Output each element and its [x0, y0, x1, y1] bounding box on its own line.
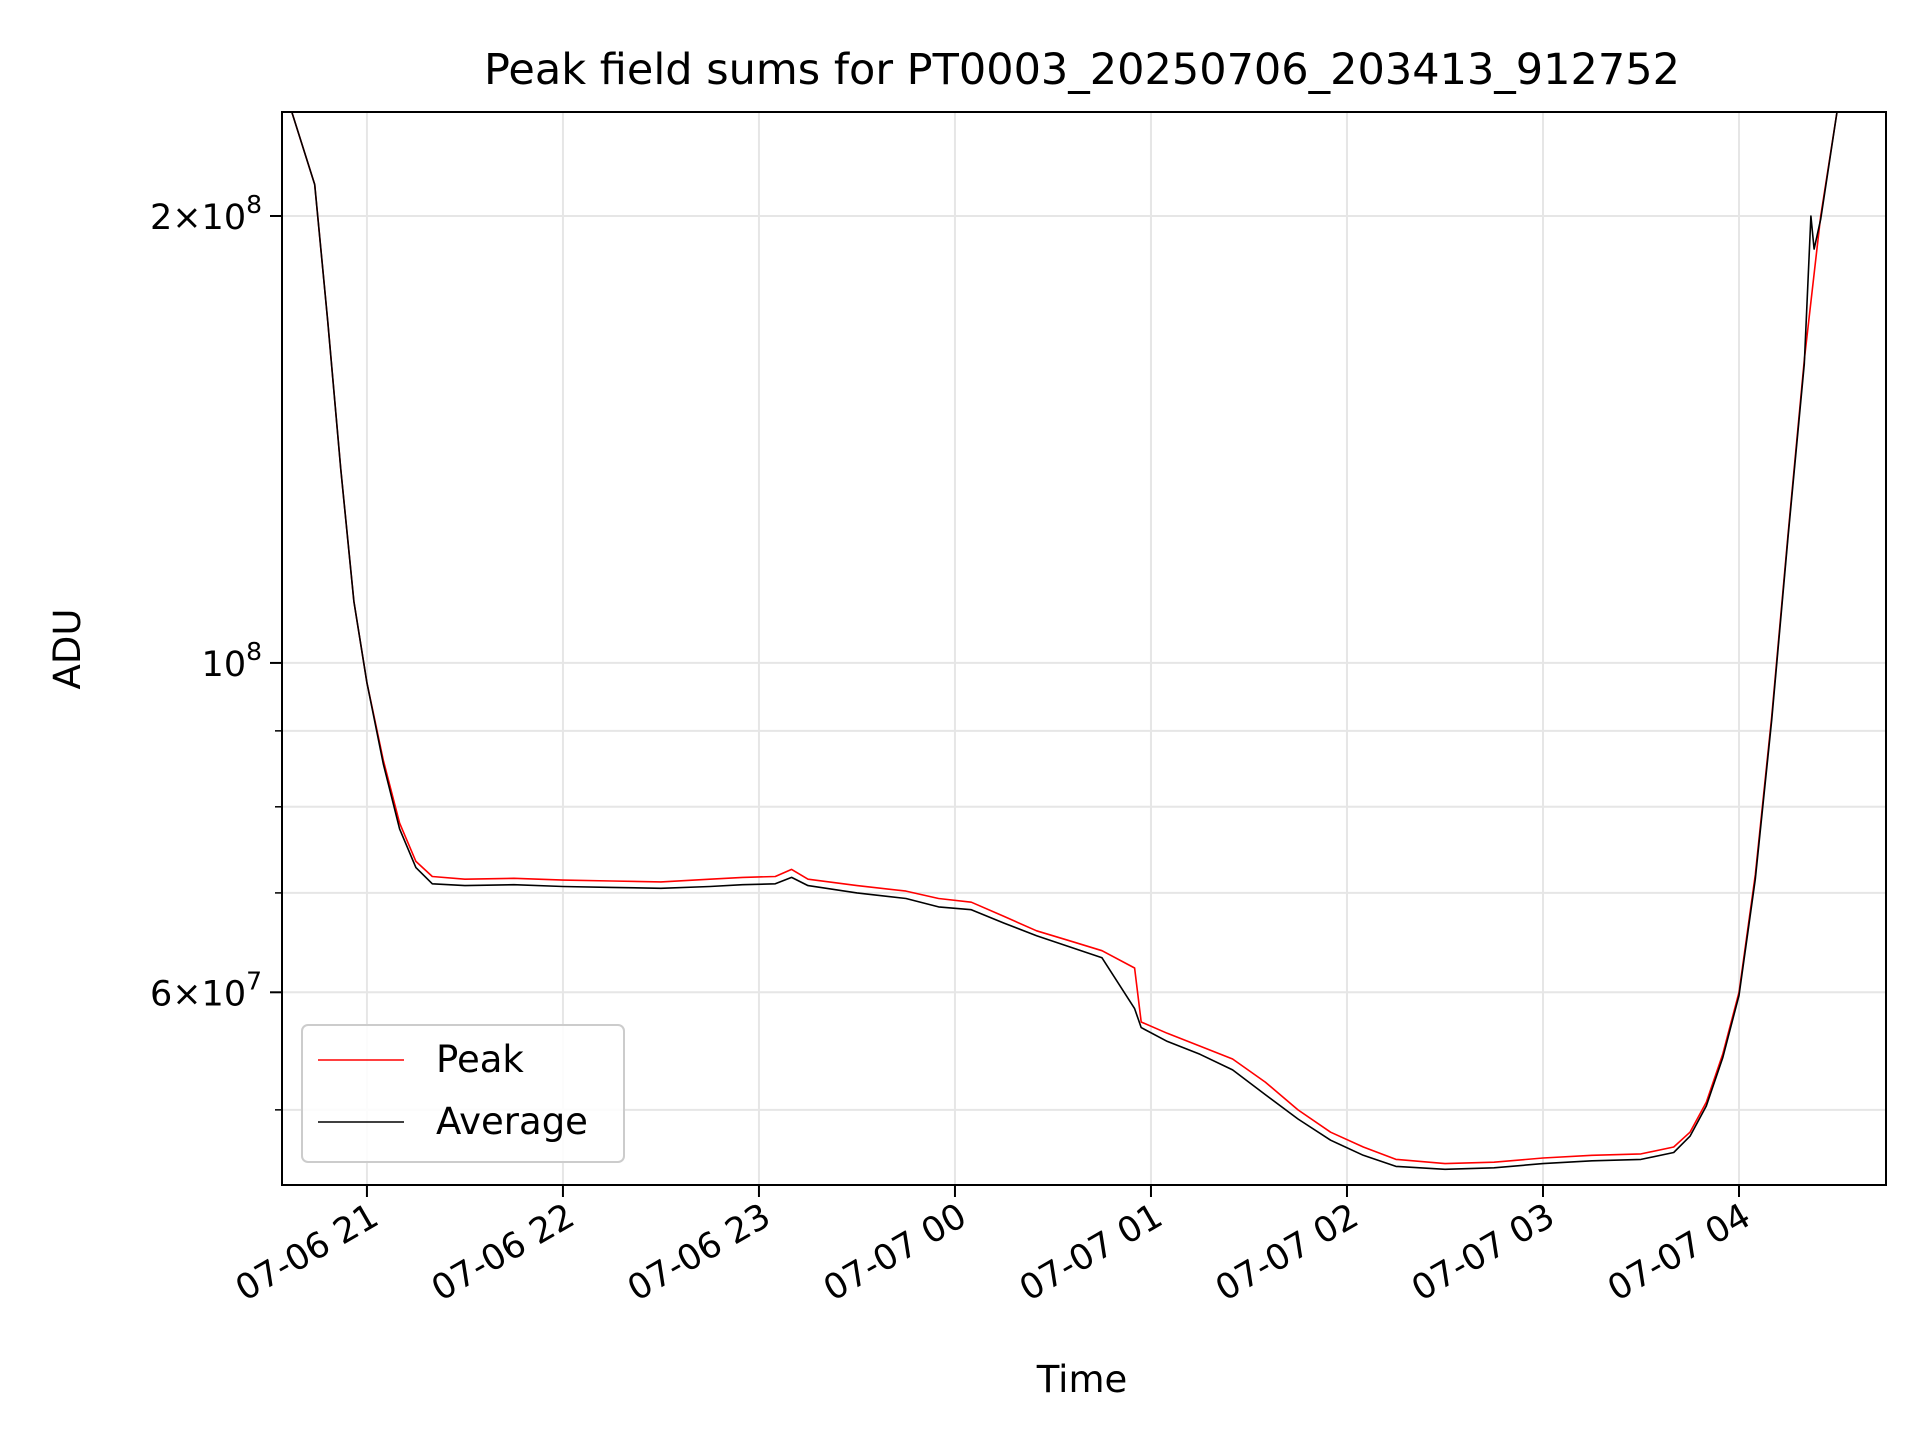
- y-tick-mantissa: 2: [150, 198, 172, 238]
- plot-frame: [281, 111, 1887, 1186]
- legend-label-average: Average: [436, 1100, 588, 1143]
- series-layer: [291, 112, 1838, 1171]
- y-tick-label: 108: [202, 637, 262, 685]
- y-tick-exponent: 7: [246, 966, 262, 995]
- y-tick-base: 10: [202, 974, 247, 1014]
- y-tick-exponent: 8: [246, 190, 262, 219]
- legend-label-peak: Peak: [436, 1038, 524, 1081]
- y-tick-base: 10: [202, 198, 247, 238]
- y-tick-exponent: 8: [246, 637, 262, 666]
- x-axis-label: Time: [1036, 1358, 1128, 1401]
- y-tick-mantissa: 6: [150, 974, 172, 1014]
- y-tick-label: 2×108: [150, 190, 262, 238]
- chart-title: Peak field sums for PT0003_20250706_2034…: [484, 45, 1680, 95]
- y-tick-times: ×: [172, 198, 201, 238]
- y-tick-base: 10: [202, 645, 247, 685]
- y-tick-label: 6×107: [150, 966, 262, 1014]
- legend: Peak Average: [301, 1024, 625, 1163]
- y-tick-times: ×: [172, 974, 201, 1014]
- y-axis-label: ADU: [46, 609, 89, 690]
- series-line-peak: [291, 112, 1838, 1165]
- series-line-average: [291, 112, 1838, 1171]
- grid-layer: [282, 112, 1886, 1185]
